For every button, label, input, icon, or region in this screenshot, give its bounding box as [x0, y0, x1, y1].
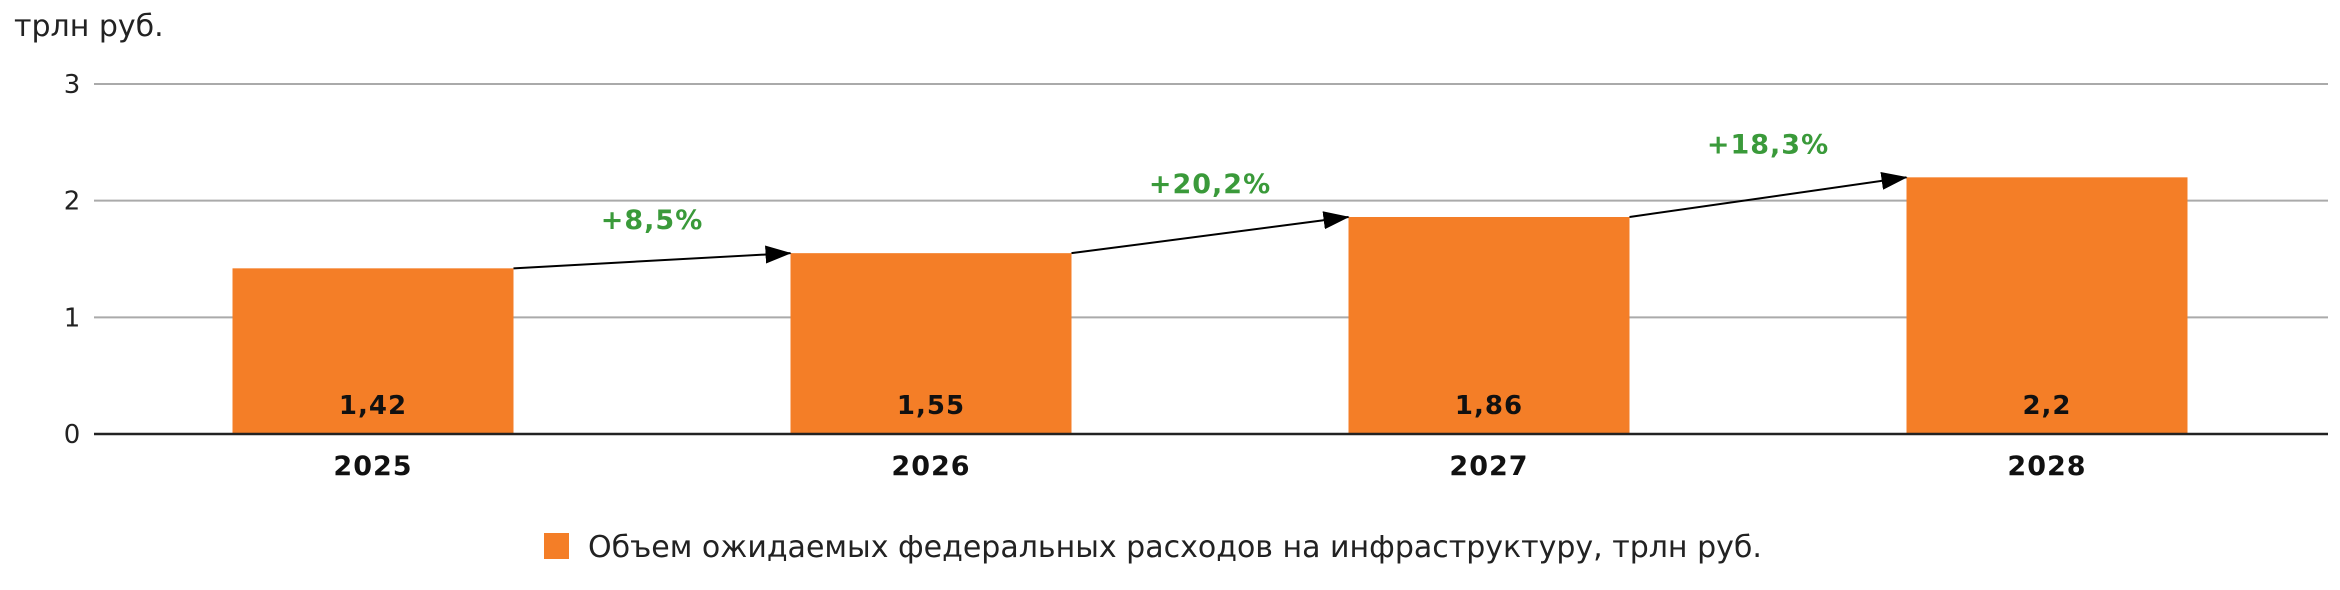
growth-arrow — [1629, 171, 1908, 218]
x-tick-label: 2026 — [891, 451, 970, 482]
x-tick-label: 2027 — [1449, 451, 1528, 482]
x-axis-ticks: 2025 2026 2027 2028 — [333, 451, 2086, 482]
bar-value-label: 1,86 — [1455, 391, 1523, 421]
bar — [1348, 217, 1630, 434]
growth-arrows: +8,5% +20,2% +18,3% — [513, 129, 1908, 270]
bar — [232, 268, 514, 434]
growth-label: +20,2% — [1149, 169, 1271, 200]
bar-value-label: 1,55 — [897, 391, 965, 421]
bar-value-label: 1,42 — [339, 391, 407, 421]
x-tick-label: 2025 — [333, 451, 412, 482]
bars: 1,42 1,55 1,86 2,2 — [94, 177, 2328, 436]
legend-label: Объем ожидаемых федеральных расходов на … — [588, 530, 1762, 565]
y-tick-label: 0 — [64, 420, 81, 450]
y-tick-label: 2 — [64, 187, 81, 217]
bar-value-label: 2,2 — [2022, 391, 2071, 421]
y-tick-label: 1 — [64, 303, 81, 333]
growth-label: +8,5% — [601, 205, 704, 236]
x-tick-label: 2028 — [2007, 451, 2086, 482]
growth-arrow — [513, 245, 792, 270]
legend: Объем ожидаемых федеральных расходов на … — [544, 530, 1762, 565]
y-axis-ticks: 0 1 2 3 — [64, 70, 81, 450]
y-tick-label: 3 — [64, 70, 81, 100]
growth-arrow — [1071, 211, 1350, 255]
bar — [790, 253, 1072, 434]
legend-swatch — [544, 533, 569, 559]
unit-label: трлн руб. — [14, 9, 164, 44]
growth-label: +18,3% — [1707, 129, 1829, 160]
bar — [1906, 177, 2188, 435]
